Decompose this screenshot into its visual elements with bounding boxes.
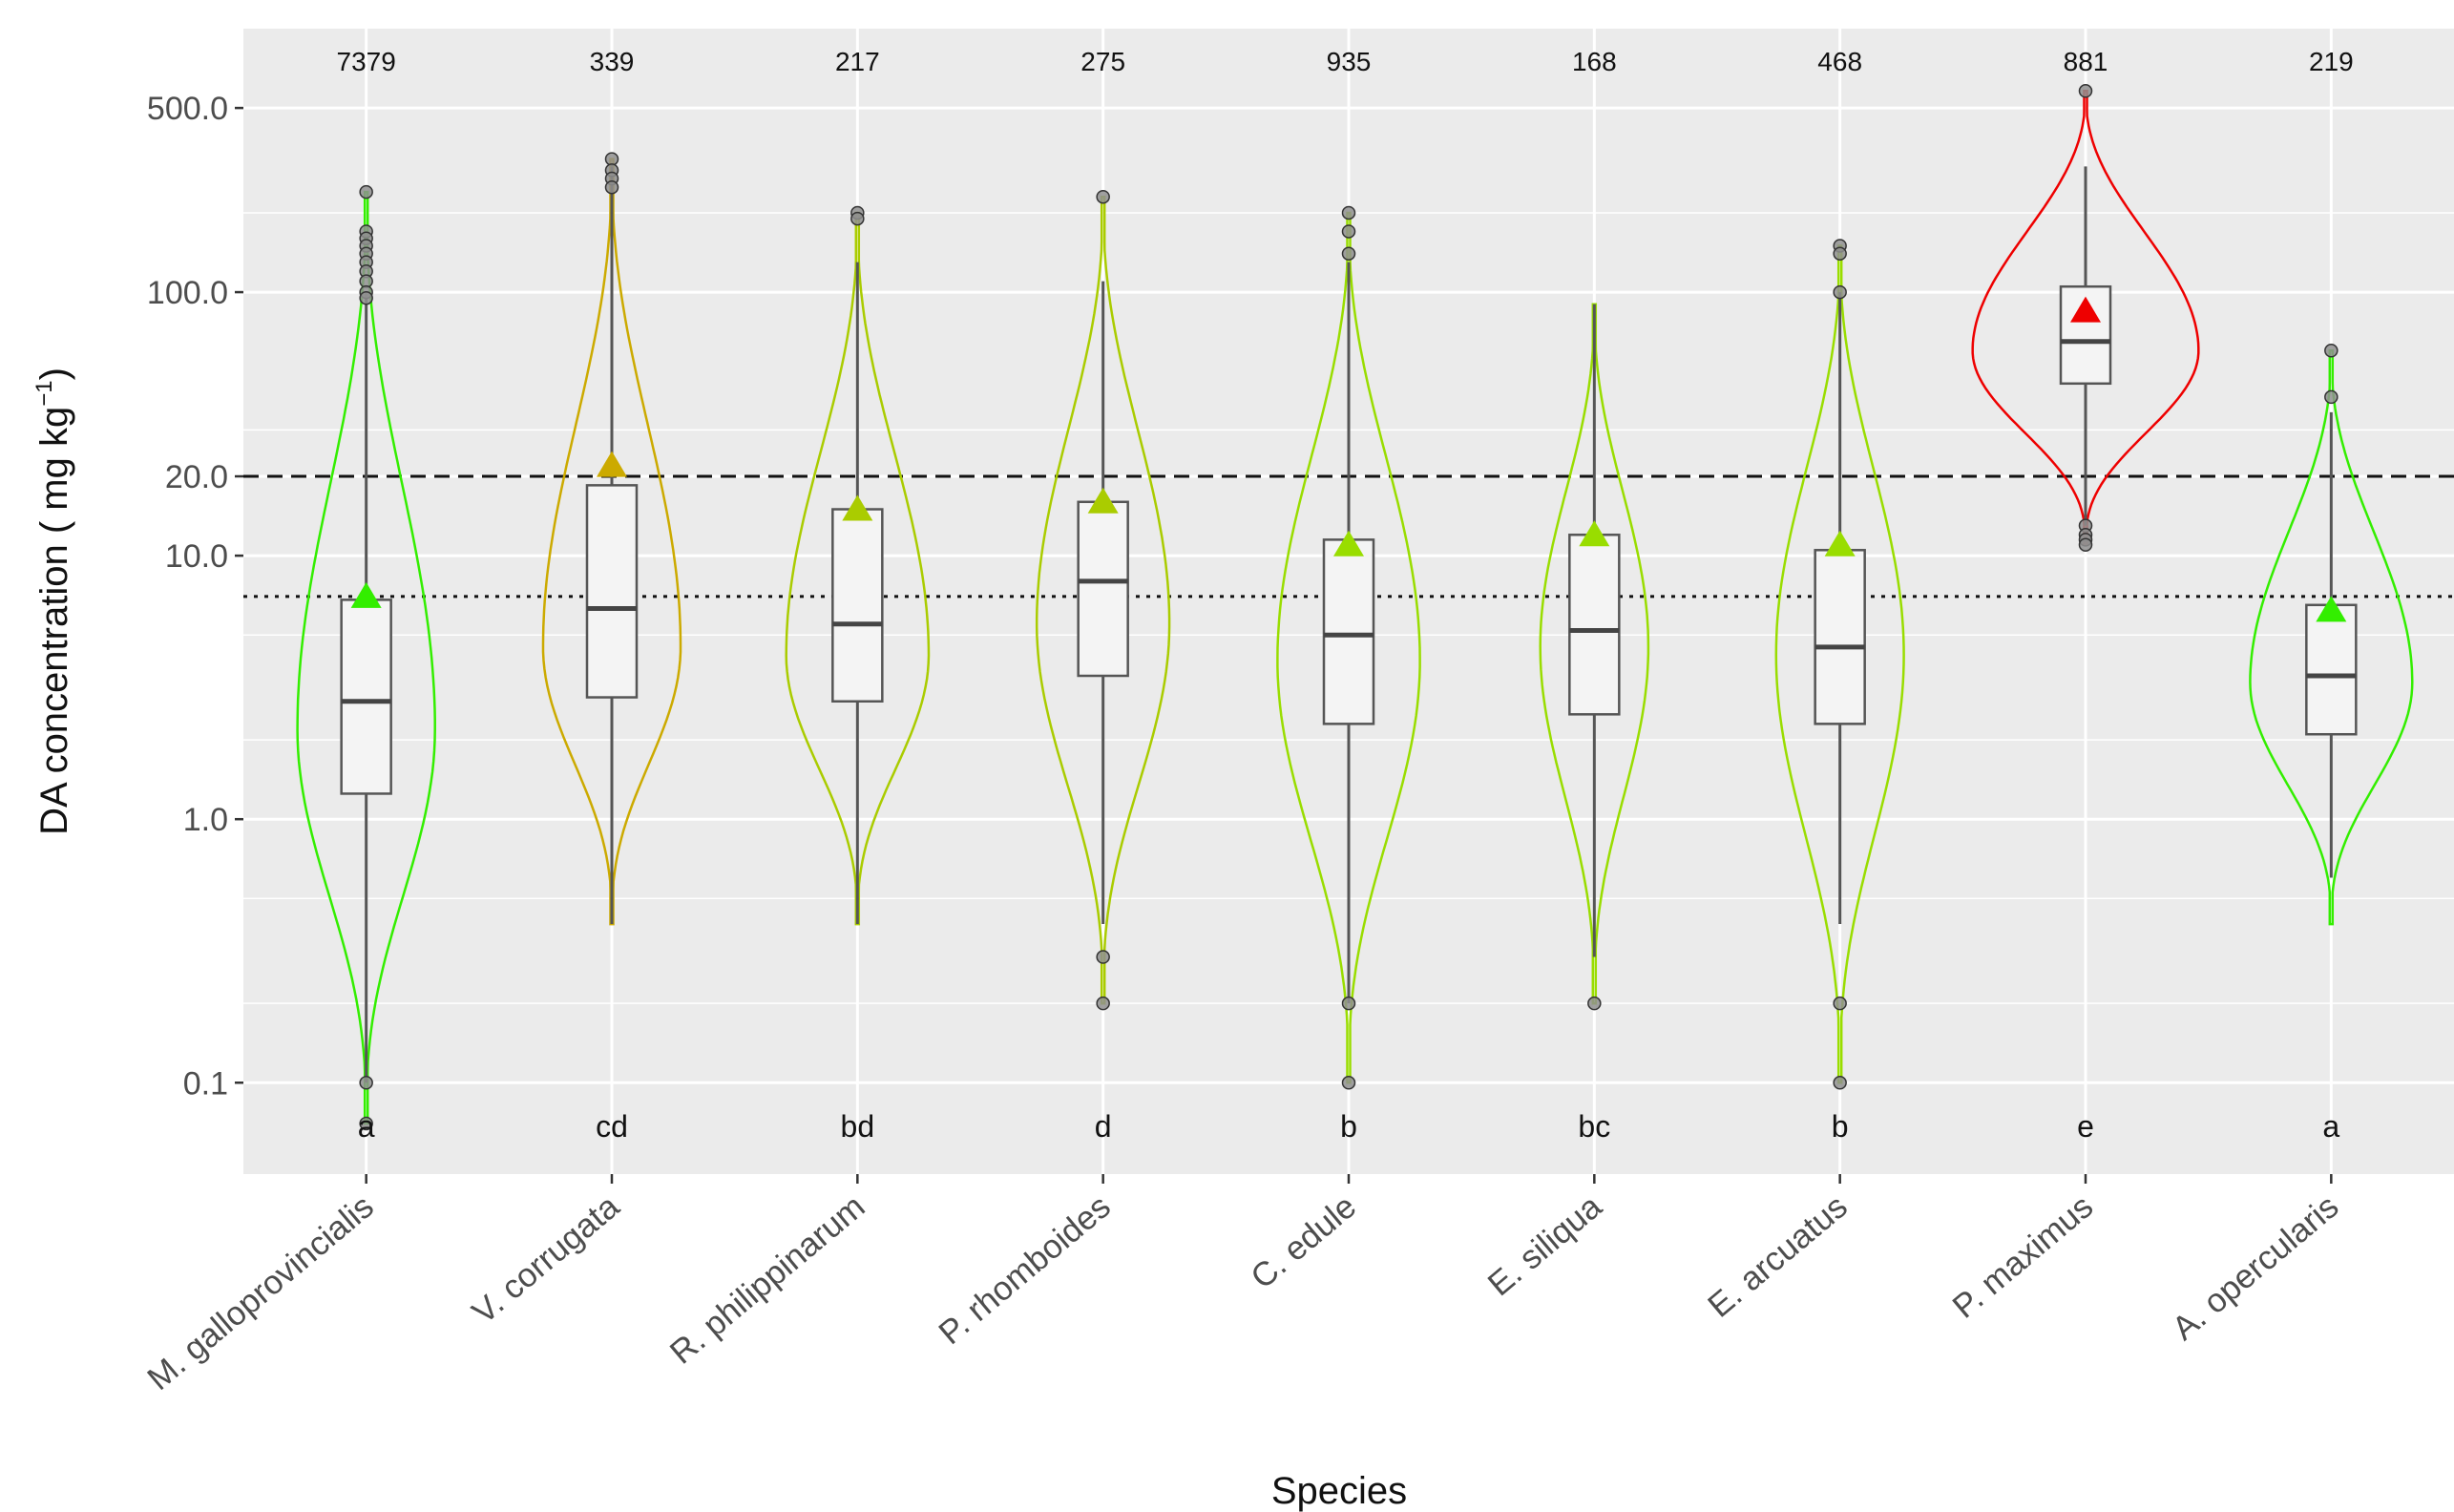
outlier-point <box>1833 1076 1847 1090</box>
outlier-point <box>359 1116 373 1131</box>
mean-marker <box>1333 530 1364 556</box>
mean-marker <box>1824 530 1856 556</box>
mean-markers <box>350 296 2347 622</box>
box <box>1077 500 1129 678</box>
x-tick-label: C. edule <box>1244 1187 1363 1296</box>
group-letter: b <box>1832 1109 1849 1144</box>
outlier-point <box>1341 205 1356 220</box>
outlier-point <box>2324 389 2339 405</box>
outlier-point <box>1587 996 1602 1011</box>
outlier-point <box>1833 996 1847 1011</box>
x-tick-label: M. galloprovincialis <box>140 1187 381 1397</box>
x-tick-label: A. opercularis <box>2165 1187 2345 1347</box>
sample-size-label: 935 <box>1327 47 1372 76</box>
box <box>1814 549 1866 725</box>
box <box>340 598 392 795</box>
box <box>1322 538 1375 725</box>
outlier-point <box>1341 224 1356 239</box>
y-tick-label: 20.0 <box>165 459 228 495</box>
outlier-point <box>1341 996 1356 1011</box>
group-letter: bc <box>1578 1109 1610 1144</box>
y-axis: 0.1 1.0 10.0 20.0 100.0 500.0 <box>147 91 243 1102</box>
mean-marker <box>2070 296 2101 323</box>
y-tick-label: 0.1 <box>183 1065 228 1102</box>
mean-marker <box>2316 596 2347 622</box>
y-axis-title: DA concentration ( mg kg−1) <box>31 368 75 835</box>
y-axis-title-close: ) <box>33 368 75 380</box>
mean-marker <box>1087 487 1119 514</box>
outlier-point <box>1096 996 1110 1011</box>
x-tick-label: P. rhomboides <box>932 1187 1117 1352</box>
y-axis-title-main: DA concentration ( mg kg <box>33 407 75 835</box>
outlier-point <box>1833 246 1847 261</box>
sample-size-label: 7379 <box>337 47 396 76</box>
outlier-point <box>1096 189 1110 204</box>
outlier-point <box>1096 950 1110 964</box>
outlier-point <box>1833 284 1847 300</box>
group-letters: a cd bd d b bc b e a <box>358 1109 2340 1144</box>
sample-size-label: 275 <box>1080 47 1125 76</box>
outlier-point <box>604 152 619 166</box>
group-letter: bd <box>841 1109 875 1144</box>
sample-size-label: 468 <box>1817 47 1862 76</box>
violin-outline <box>1539 303 1650 1005</box>
box <box>831 508 884 704</box>
sample-size-label: 168 <box>1572 47 1617 76</box>
x-axis-title: Species <box>1271 1470 1407 1512</box>
x-tick-label: P. maximus <box>1945 1187 2100 1325</box>
box <box>2305 603 2358 736</box>
sample-size-label: 217 <box>835 47 880 76</box>
group-letter: b <box>1340 1109 1357 1144</box>
x-axis: M. galloprovincialis V. corrugata R. phili… <box>140 1174 2345 1397</box>
mean-marker <box>1579 520 1610 547</box>
group-letter: a <box>358 1109 375 1144</box>
boxplots <box>340 166 2358 1083</box>
outlier-point <box>2078 537 2093 552</box>
outlier-point <box>850 211 865 226</box>
y-tick-label: 10.0 <box>165 538 228 575</box>
sample-size-labels: 7379 339 217 275 935 168 468 881 219 <box>337 47 2354 76</box>
outlier-point <box>359 184 373 200</box>
outlier-point <box>359 1076 373 1090</box>
y-tick-label: 1.0 <box>183 802 228 838</box>
group-letter: d <box>1095 1109 1112 1144</box>
x-tick-label: V. corrugata <box>465 1187 626 1332</box>
mean-marker <box>350 581 382 608</box>
sample-size-label: 339 <box>590 47 635 76</box>
sample-size-label: 219 <box>2309 47 2354 76</box>
outlier-point <box>359 290 373 305</box>
x-tick-label: E. arcuatus <box>1701 1187 1855 1325</box>
outlier-points <box>359 84 2339 1131</box>
x-tick-label: R. philippinarum <box>663 1187 872 1371</box>
group-letter: a <box>2322 1109 2339 1144</box>
outlier-point <box>1341 1076 1356 1090</box>
y-tick-label: 100.0 <box>147 275 228 311</box>
outlier-point <box>2324 344 2339 358</box>
outlier-point <box>604 179 619 195</box>
box <box>1568 534 1621 716</box>
group-letter: cd <box>596 1109 628 1144</box>
sample-size-label: 881 <box>2064 47 2108 76</box>
box <box>585 484 639 699</box>
x-tick-label: E. siliqua <box>1481 1187 1609 1304</box>
y-axis-title-exponent: −1 <box>31 380 57 406</box>
group-letter: e <box>2077 1109 2094 1144</box>
mean-marker <box>842 494 873 521</box>
outlier-point <box>2078 84 2093 98</box>
mean-marker <box>597 451 627 477</box>
y-tick-label: 500.0 <box>147 91 228 127</box>
outlier-point <box>1341 246 1356 261</box>
